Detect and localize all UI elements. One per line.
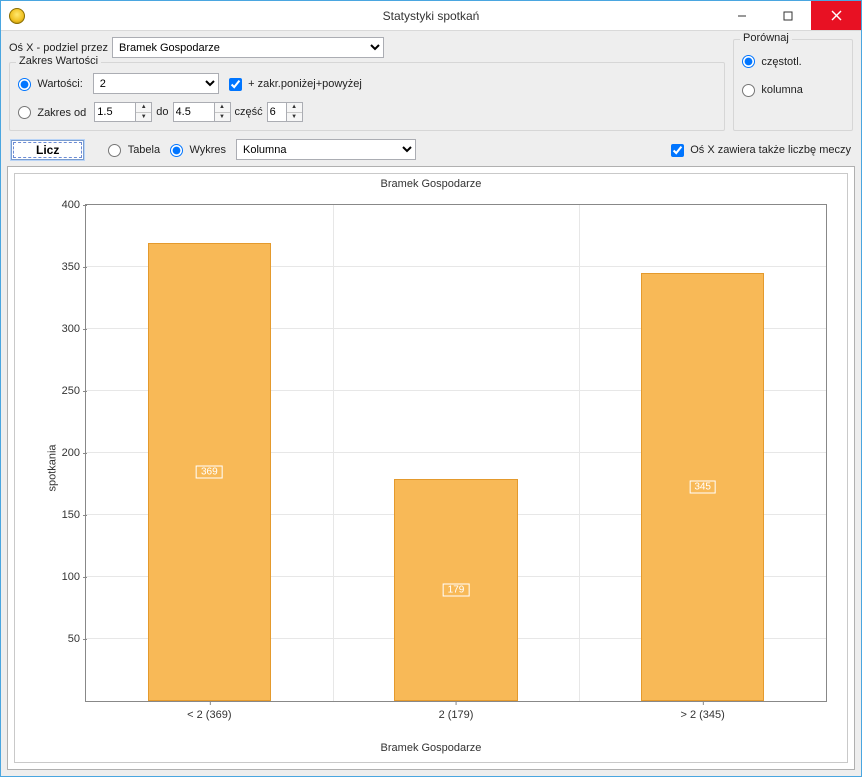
chart-bar-value: 179 (443, 584, 470, 597)
parts-label: część (235, 106, 263, 118)
chart-xlabel: Bramek Gospodarze (15, 742, 847, 754)
chart-xtick: > 2 (345) (680, 701, 724, 721)
minimize-icon (737, 11, 747, 21)
values-radio-text: Wartości: (37, 78, 82, 90)
compare-freq-radio[interactable] (742, 55, 755, 68)
chart-radio-label[interactable]: Wykres (170, 142, 226, 156)
window-frame: Statystyki spotkań Oś X - podziel przez … (0, 0, 862, 777)
chart-radio-text: Wykres (189, 144, 226, 156)
chart-xtick: 2 (179) (439, 701, 474, 721)
chart-ytick: 300 (62, 323, 86, 335)
range-from-radio-label[interactable]: Zakres od (18, 105, 86, 119)
chart-ytick: 50 (68, 633, 86, 645)
chart-bar-value: 369 (196, 466, 223, 479)
xaxis-matches-label[interactable]: Oś X zawiera także liczbę meczy (671, 142, 851, 156)
chart-bar-value: 345 (689, 481, 716, 494)
values-select[interactable]: 2 (93, 73, 219, 94)
compare-col-radio[interactable] (742, 84, 755, 97)
action-bar: Licz Tabela Wykres Kolumna Oś X zawiera … (1, 135, 861, 166)
xaxis-matches-checkbox[interactable] (671, 144, 684, 157)
parts-input[interactable] (267, 102, 287, 122)
app-icon (9, 8, 25, 24)
table-radio[interactable] (108, 144, 121, 157)
xaxis-split-select[interactable]: Bramek Gospodarze (112, 37, 384, 58)
calculate-button[interactable]: Licz (11, 140, 84, 160)
plus-range-text: + zakr.poniżej+powyżej (248, 78, 362, 90)
controls-panel: Oś X - podziel przez Bramek Gospodarze Z… (1, 31, 861, 135)
chart-ytick: 250 (62, 385, 86, 397)
xaxis-matches-text: Oś X zawiera także liczbę meczy (690, 144, 851, 156)
minimize-button[interactable] (719, 1, 765, 30)
compare-freq-label[interactable]: częstotl. (742, 54, 802, 68)
range-to-label: do (156, 106, 168, 118)
chart-inner: Bramek Gospodarze spotkania 501001502002… (14, 173, 848, 763)
window-buttons (719, 1, 861, 30)
maximize-icon (783, 11, 793, 21)
value-range-legend: Zakres Wartości (16, 55, 101, 67)
chart-ylabel: spotkania (47, 444, 59, 491)
chart-radio[interactable] (170, 144, 183, 157)
titlebar[interactable]: Statystyki spotkań (1, 1, 861, 31)
chart-plot-area: 50100150200250300350400369< 2 (369)1792 … (85, 204, 827, 702)
close-icon (831, 10, 842, 21)
chart-ytick: 150 (62, 509, 86, 521)
chart-ytick: 100 (62, 571, 86, 583)
range-from-text: Zakres od (37, 107, 86, 119)
maximize-button[interactable] (765, 1, 811, 30)
chart-type-select[interactable]: Kolumna (236, 139, 416, 160)
parts-spin-buttons[interactable]: ▲▼ (287, 102, 303, 122)
parts-spinner[interactable]: ▲▼ (267, 102, 303, 122)
chart-gridline-v (333, 205, 334, 701)
chart-xtick: < 2 (369) (187, 701, 231, 721)
chart-ytick: 400 (62, 199, 86, 211)
range-from-spinner[interactable]: ▲▼ (94, 102, 152, 122)
compare-group: Porównaj częstotl. kolumna (733, 39, 853, 131)
range-from-spin-buttons[interactable]: ▲▼ (136, 102, 152, 122)
chart-bar: 369 (148, 243, 271, 701)
chart-container: Bramek Gospodarze spotkania 501001502002… (7, 166, 855, 770)
xaxis-split-label: Oś X - podziel przez (9, 42, 108, 54)
chart-bar: 179 (394, 479, 517, 701)
chart-ytick: 200 (62, 447, 86, 459)
plus-range-label[interactable]: + zakr.poniżej+powyżej (229, 76, 362, 90)
chart-bar: 345 (641, 273, 764, 701)
range-from-radio[interactable] (18, 106, 31, 119)
table-radio-text: Tabela (128, 144, 160, 156)
range-from-input[interactable] (94, 102, 136, 122)
range-to-spin-buttons[interactable]: ▲▼ (215, 102, 231, 122)
value-range-group: Zakres Wartości Wartości: 2 + zakr.poniż… (9, 62, 725, 131)
chart-gridline-v (579, 205, 580, 701)
close-button[interactable] (811, 1, 861, 30)
compare-col-text: kolumna (761, 84, 803, 96)
compare-legend: Porównaj (740, 32, 792, 44)
compare-freq-text: częstotl. (761, 56, 801, 68)
chart-title: Bramek Gospodarze (15, 174, 847, 190)
chart-ytick: 350 (62, 261, 86, 273)
values-radio[interactable] (18, 78, 31, 91)
range-to-input[interactable] (173, 102, 215, 122)
compare-col-label[interactable]: kolumna (742, 82, 803, 96)
table-radio-label[interactable]: Tabela (108, 142, 160, 156)
values-radio-label[interactable]: Wartości: (18, 76, 83, 90)
range-to-spinner[interactable]: ▲▼ (173, 102, 231, 122)
plus-range-checkbox[interactable] (229, 78, 242, 91)
